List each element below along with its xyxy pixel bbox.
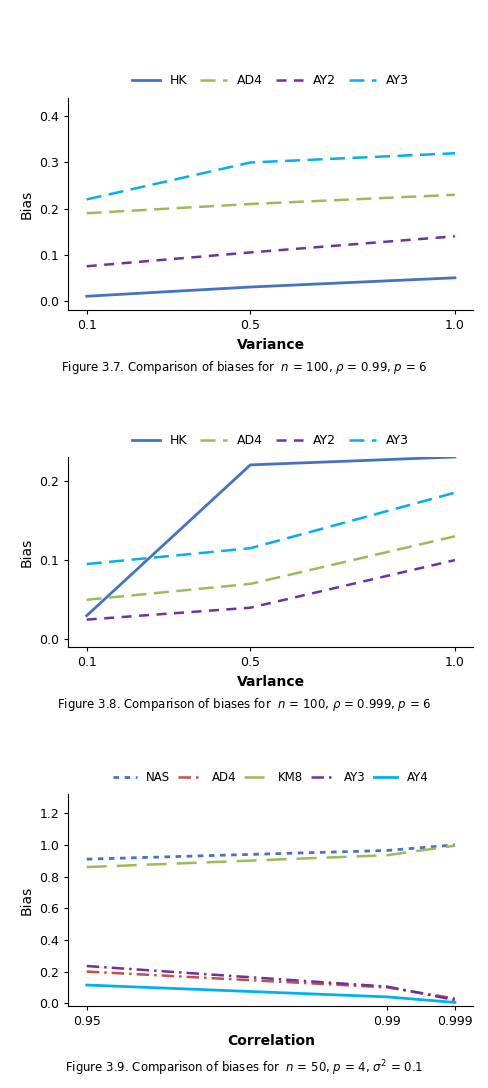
Text: Figure 3.9. Comparison of biases for  $n$ = 50, $p$ = 4, $\sigma^2$ = 0.1: Figure 3.9. Comparison of biases for $n$… (65, 1059, 423, 1078)
X-axis label: Correlation: Correlation (227, 1034, 315, 1048)
Legend: HK, AD4, AY2, AY3: HK, AD4, AY2, AY3 (132, 74, 409, 87)
X-axis label: Varlance: Varlance (237, 675, 305, 689)
Legend: NAS, AD4, KM8, AY3, AY4: NAS, AD4, KM8, AY3, AY4 (113, 771, 428, 784)
Legend: HK, AD4, AY2, AY3: HK, AD4, AY2, AY3 (132, 434, 409, 447)
Y-axis label: Bias: Bias (20, 189, 34, 219)
Y-axis label: Bias: Bias (20, 886, 34, 915)
Text: Figure 3.8. Comparison of biases for  $n$ = 100, $\rho$ = 0.999, $p$ = 6: Figure 3.8. Comparison of biases for $n$… (57, 696, 431, 714)
Y-axis label: Bias: Bias (20, 537, 34, 567)
X-axis label: Variance: Variance (237, 337, 305, 351)
Text: Figure 3.7. Comparison of biases for  $n$ = 100, $\rho$ = 0.99, $p$ = 6: Figure 3.7. Comparison of biases for $n$… (61, 359, 427, 376)
